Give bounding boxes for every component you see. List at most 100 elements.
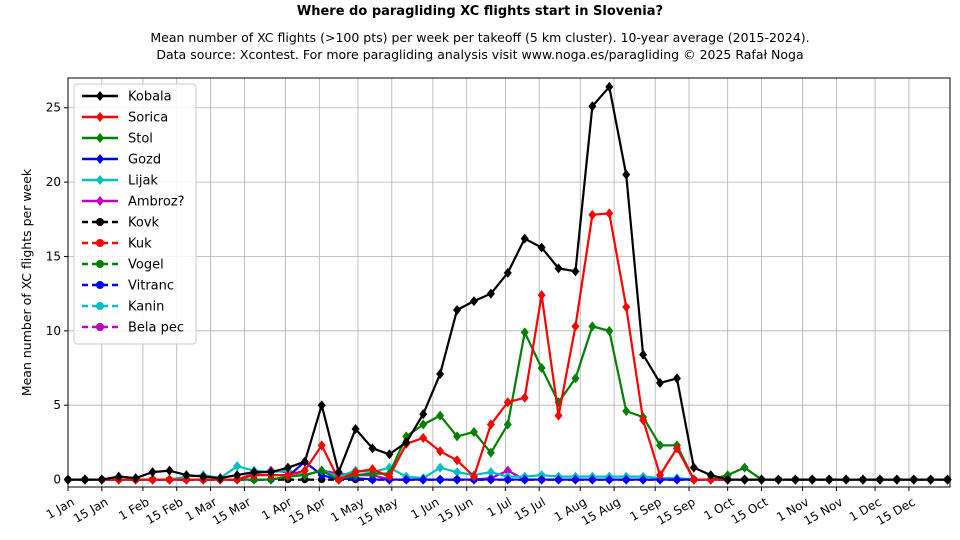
legend-item-bela-pec: Bela pec [82,321,184,336]
legend-label: Kobala [128,90,172,105]
legend-marker [96,112,104,122]
data-point [486,467,495,478]
data-point [283,462,292,473]
data-point [233,461,242,472]
data-point [808,474,817,485]
data-point [520,233,529,244]
x-tick-label: 15 Nov [801,495,845,528]
data-point [419,474,428,485]
legend-item-kuk: Kuk [82,237,152,252]
data-point [165,465,174,476]
legend-item-stol: Stol [82,132,153,147]
data-point [588,474,597,485]
data-point [537,474,546,485]
legend-label: Kanin [128,300,164,315]
legend-item-gozd: Gozd [82,153,161,168]
y-tick-label: 0 [53,473,61,487]
data-point [639,415,648,426]
data-point [588,321,597,332]
y-axis-label: Mean number of XC flights per week [19,168,34,396]
legend-label: Gozd [128,153,161,168]
data-point [554,263,563,274]
x-tick-label: 15 Apr [287,495,329,527]
x-tick-label: 15 Jan [71,495,111,526]
data-point [486,419,495,430]
data-point [453,474,462,485]
legend-item-vogel: Vogel [82,258,164,273]
legend-item-lijak: Lijak [82,174,158,189]
data-point [486,474,495,485]
data-point [266,467,275,478]
data-point [571,373,580,384]
data-point [554,410,563,421]
data-point [639,474,648,485]
x-tick-label: 15 Jul [512,495,548,524]
data-point [419,409,428,420]
data-point [419,419,428,430]
data-point [875,474,884,485]
data-point [605,325,614,336]
data-point [757,474,766,485]
legend-label: Stol [128,132,153,147]
data-point [131,473,140,484]
data-point [605,81,614,92]
legend-marker [96,260,104,268]
data-point [672,443,681,454]
legend-label: Bela pec [128,321,184,336]
chart-title: Where do paragliding XC flights start in… [296,4,664,19]
legend-marker [96,154,104,164]
legend-label: Kovk [128,216,160,231]
x-tick-label: 1 Jan [44,495,77,522]
y-tick-label: 10 [46,324,61,338]
data-point [622,302,631,313]
x-tick-label: 15 Sep [655,495,698,528]
data-point [300,456,309,467]
data-point [469,471,478,482]
data-point [605,208,614,219]
legend-item-kovk: Kovk [82,216,160,231]
data-point [656,470,665,481]
legend-item-vitranc: Vitranc [82,279,174,294]
axes-frame [67,77,951,488]
data-point [351,467,360,478]
data-point [317,440,326,451]
legend-marker [96,218,104,226]
series-kobala [64,81,952,485]
data-point [351,423,360,434]
x-tick-label: 15 Oct [729,495,771,527]
y-tick-label: 20 [46,175,61,189]
legend-label: Lijak [128,174,158,189]
data-point [165,474,174,485]
y-tick-label: 15 [46,249,61,263]
data-point [317,400,326,411]
data-point [453,431,462,442]
data-point [554,474,563,485]
x-tick-label: 15 Jun [436,495,476,526]
data-point [199,471,208,482]
series-group [64,81,952,485]
legend-marker [96,175,104,185]
data-point [689,474,698,485]
chart-subtitle-line-2: Data source: Xcontest. For more paraglid… [156,47,804,62]
data-point [859,474,868,485]
data-point [622,474,631,485]
data-point [300,465,309,476]
data-point [368,464,377,475]
data-point [436,474,445,485]
x-tick-label: 1 Jul [485,495,514,520]
data-point [368,474,377,485]
data-point [503,474,512,485]
data-point [453,467,462,478]
data-point [436,368,445,379]
data-point [503,267,512,278]
data-point [622,169,631,180]
data-point [368,443,377,454]
data-point [571,266,580,277]
data-point [706,470,715,481]
data-point [436,410,445,421]
data-point [334,467,343,478]
legend-marker [96,302,104,310]
data-point [656,440,665,451]
